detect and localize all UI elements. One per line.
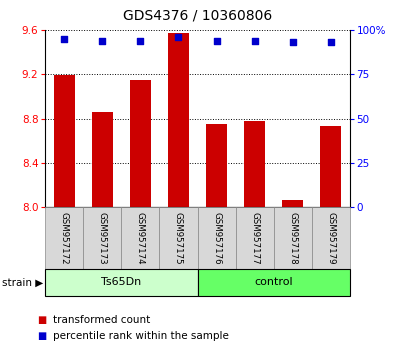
Text: GSM957176: GSM957176 bbox=[212, 212, 221, 264]
Point bbox=[327, 40, 334, 45]
Text: GSM957178: GSM957178 bbox=[288, 212, 297, 264]
Point bbox=[175, 34, 182, 40]
Point bbox=[251, 38, 258, 44]
Text: GSM957174: GSM957174 bbox=[136, 212, 145, 264]
Point bbox=[99, 38, 105, 44]
Bar bbox=[320, 126, 341, 207]
Bar bbox=[130, 80, 151, 207]
Text: Ts65Dn: Ts65Dn bbox=[102, 277, 141, 287]
Text: GSM957173: GSM957173 bbox=[98, 212, 107, 264]
Bar bbox=[54, 75, 75, 207]
Text: ■: ■ bbox=[38, 331, 47, 341]
Text: transformed count: transformed count bbox=[53, 315, 150, 325]
Text: control: control bbox=[254, 277, 293, 287]
Point bbox=[61, 36, 68, 42]
Bar bbox=[282, 200, 303, 207]
Text: percentile rank within the sample: percentile rank within the sample bbox=[53, 331, 229, 341]
Text: GSM957179: GSM957179 bbox=[326, 212, 335, 264]
Text: strain ▶: strain ▶ bbox=[2, 277, 43, 287]
Text: GDS4376 / 10360806: GDS4376 / 10360806 bbox=[123, 9, 272, 23]
Bar bbox=[168, 33, 189, 207]
Text: GSM957175: GSM957175 bbox=[174, 212, 183, 264]
Bar bbox=[244, 121, 265, 207]
Text: ■: ■ bbox=[38, 315, 47, 325]
Point bbox=[137, 38, 144, 44]
Point bbox=[290, 40, 296, 45]
Bar bbox=[206, 124, 227, 207]
Bar bbox=[92, 112, 113, 207]
Point bbox=[213, 38, 220, 44]
Text: GSM957177: GSM957177 bbox=[250, 212, 259, 264]
Text: GSM957172: GSM957172 bbox=[60, 212, 69, 264]
